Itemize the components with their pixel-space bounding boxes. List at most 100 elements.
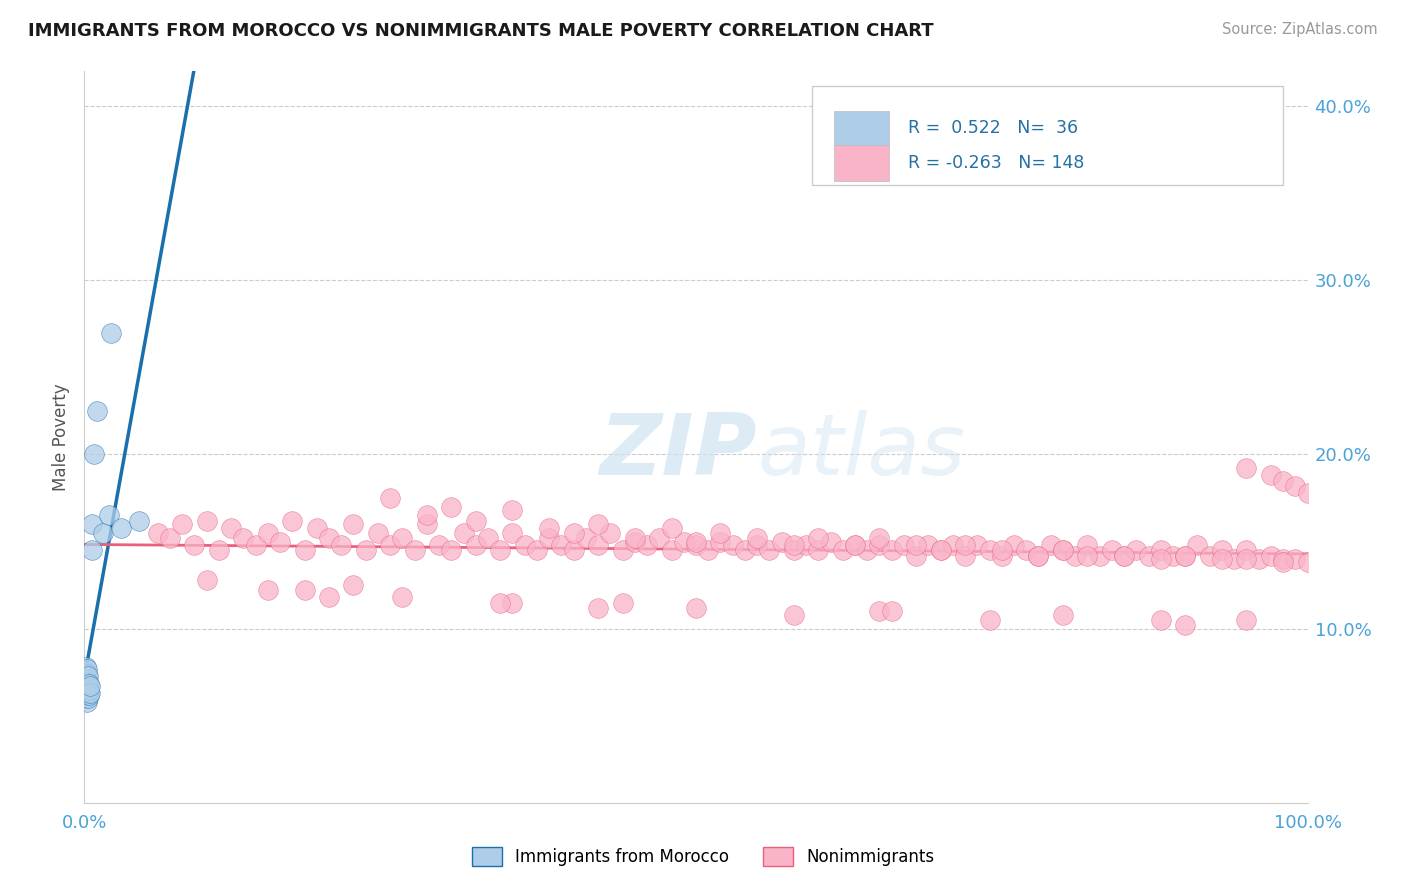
Point [380,491,402,505]
Point [1052,543,1074,558]
Point [624,534,647,549]
Point [929,543,952,558]
Point [245,538,267,552]
Point [953,538,976,552]
Point [661,543,683,558]
Point [75,670,97,684]
Bar [834,111,889,146]
Point [709,525,731,540]
Point [844,538,866,552]
Point [562,543,585,558]
Point [77,668,100,682]
Text: Source: ZipAtlas.com: Source: ZipAtlas.com [1222,22,1378,37]
Point [1187,538,1209,552]
Point [91,525,114,540]
Point [75,681,97,695]
Point [76,688,98,702]
Point [77,682,100,697]
Point [661,521,683,535]
Point [794,538,817,552]
Point [1064,549,1087,563]
Point [75,686,97,700]
Point [575,531,598,545]
Bar [834,145,889,180]
Point [100,326,122,340]
Point [1028,549,1050,563]
Point [75,665,97,680]
Text: atlas: atlas [758,410,965,493]
Point [917,538,939,552]
Point [991,549,1014,563]
Point [562,525,585,540]
Point [1088,549,1111,563]
Point [427,538,450,552]
Point [685,538,707,552]
Point [367,525,389,540]
Point [979,543,1001,558]
Point [1284,552,1306,566]
Point [80,517,103,532]
Point [77,686,100,700]
Point [586,600,609,615]
Point [1052,543,1074,558]
Point [1150,552,1173,566]
Point [1076,538,1098,552]
Point [76,682,98,697]
Point [1161,549,1184,563]
Point [75,673,97,688]
Point [342,578,364,592]
Point [672,534,695,549]
Point [1052,607,1074,622]
Point [770,534,793,549]
Point [219,521,242,535]
Point [783,538,806,552]
Point [79,679,101,693]
Point [880,604,903,618]
Point [1101,543,1123,558]
Point [128,514,150,528]
Point [1260,468,1282,483]
Point [380,538,402,552]
Point [464,538,486,552]
Point [76,662,98,676]
Point [1211,552,1233,566]
Point [1247,552,1270,566]
Point [1296,485,1319,500]
Point [1114,549,1136,563]
Point [1076,549,1098,563]
Text: R = -0.263   N= 148: R = -0.263 N= 148 [908,154,1084,172]
Text: R =  0.522   N=  36: R = 0.522 N= 36 [908,120,1078,137]
Point [159,531,181,545]
Point [110,521,132,535]
Point [1039,538,1062,552]
Point [636,538,658,552]
Point [758,543,780,558]
Point [97,508,120,523]
Point [783,607,806,622]
Point [880,543,903,558]
Point [502,595,524,609]
Point [75,688,97,702]
Point [747,531,769,545]
Point [502,525,524,540]
Point [599,525,621,540]
Point [807,531,830,545]
Point [404,543,426,558]
Point [354,543,377,558]
Text: ZIP: ZIP [599,410,758,493]
Point [208,543,231,558]
Point [905,538,928,552]
Point [1284,479,1306,493]
Point [991,543,1014,558]
Point [1198,549,1220,563]
Point [79,686,101,700]
Point [1236,543,1258,558]
Point [77,688,100,702]
Point [1236,552,1258,566]
Point [648,531,671,545]
Point [1002,538,1025,552]
Point [550,538,572,552]
Point [820,534,842,549]
Point [624,531,647,545]
Point [342,517,364,532]
